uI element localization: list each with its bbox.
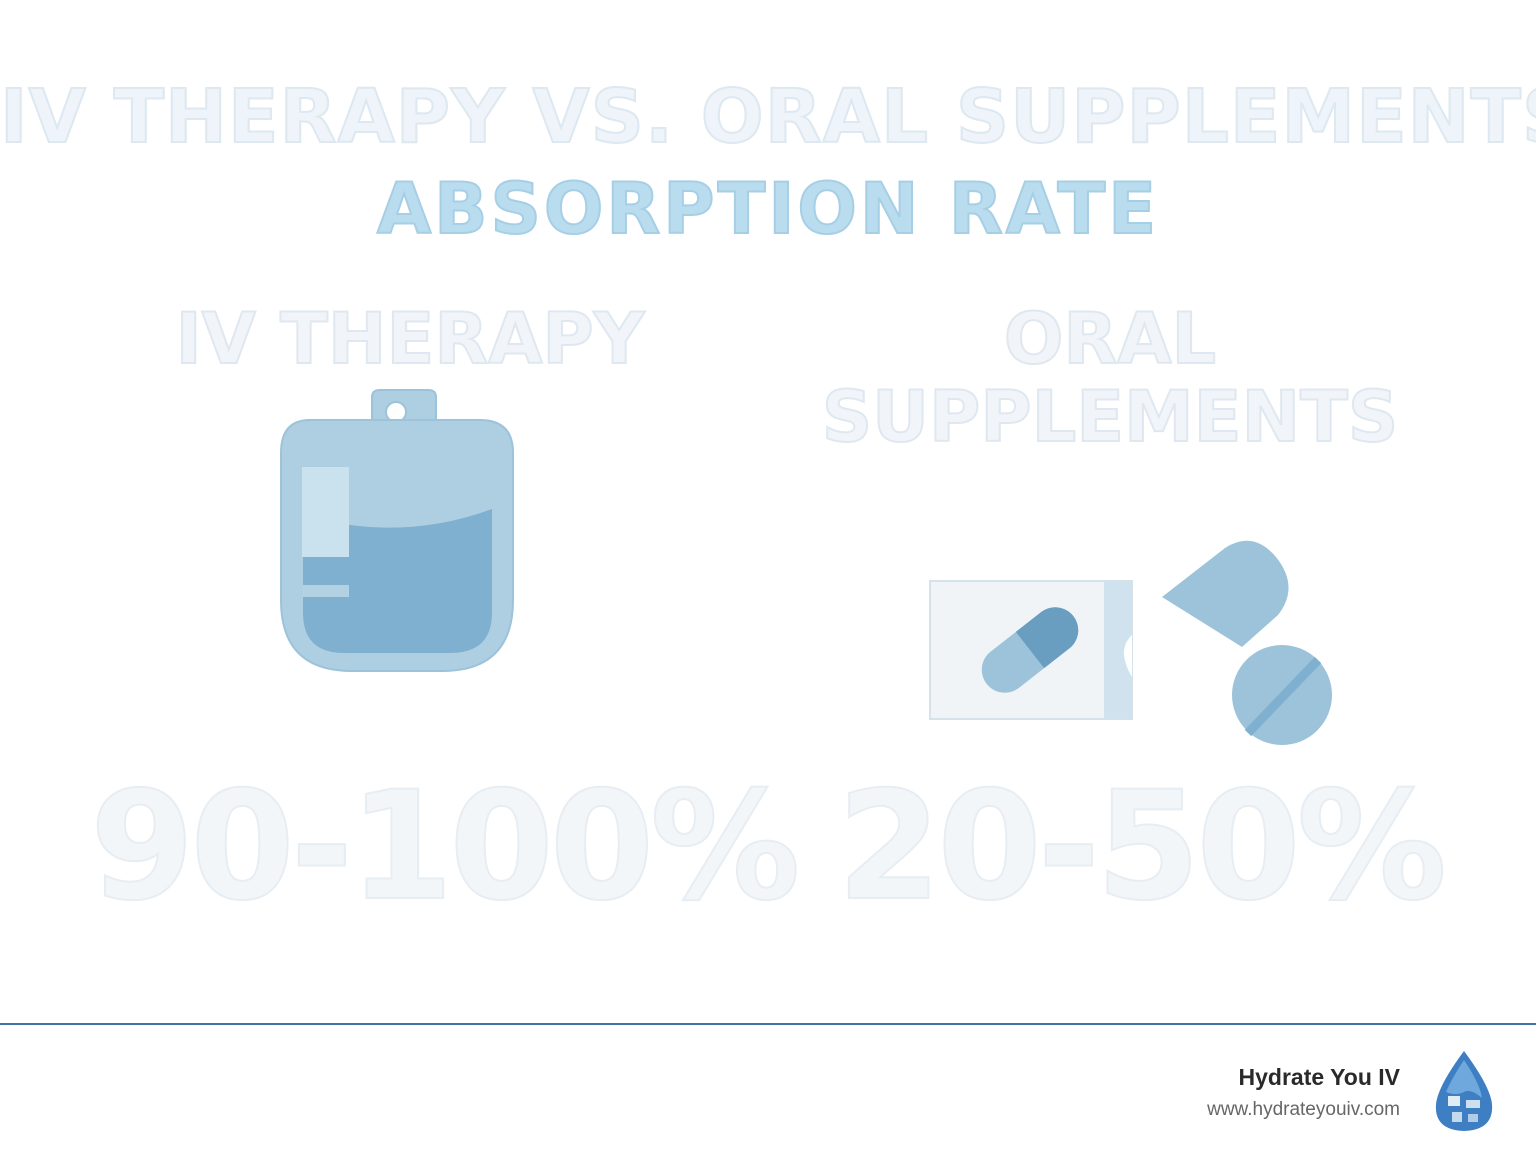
brand-name: Hydrate You IV [1238,1064,1400,1090]
water-drop-logo-icon [1435,1051,1493,1131]
oral-heading-line1: ORAL [1003,298,1217,380]
footer-divider [0,1023,1536,1025]
pills-icon [929,540,1332,745]
oral-absorption-rate: 20-50% [836,760,1448,934]
iv-absorption-rate: 90-100% [89,760,801,934]
oral-heading-line2: SUPPLEMENTS [821,376,1400,458]
iv-therapy-heading: IV THERAPY [175,298,646,380]
oral-supplements-heading: ORAL SUPPLEMENTS [820,298,1400,458]
page-subtitle: ABSORPTION RATE [376,168,1160,250]
brand-url[interactable]: www.hydrateyouiv.com [1207,1099,1400,1120]
iv-bag-icon [280,389,514,672]
page-title: IV THERAPY VS. ORAL SUPPLEMENTS [0,74,1536,160]
